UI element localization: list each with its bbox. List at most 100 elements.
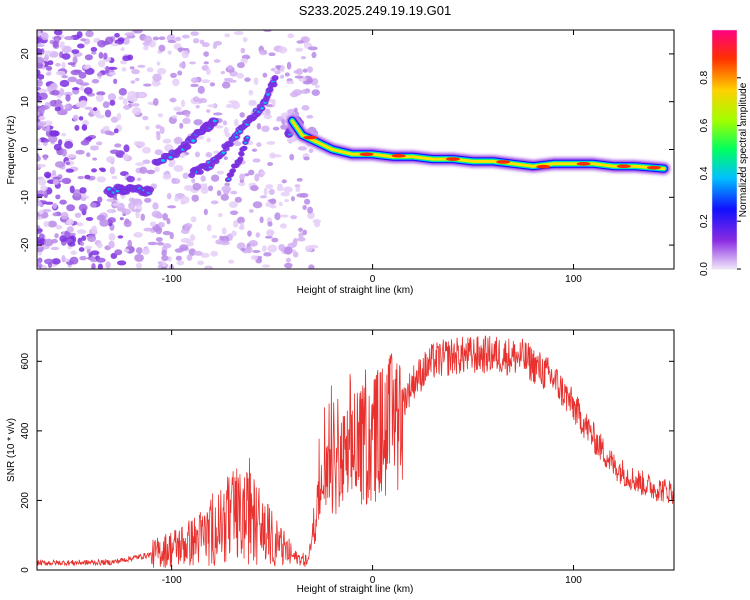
spectrogram-noise-blob [96, 176, 106, 183]
spectrogram-noise-blob [279, 64, 285, 73]
spectrogram-x-label: Height of straight line (km) [297, 285, 414, 296]
spectrogram-noise-blob [302, 68, 308, 73]
spectrogram-noise-blob [54, 161, 65, 168]
spectrogram-y-tick-label: 10 [20, 96, 31, 108]
spectrogram-noise-blob [297, 146, 307, 151]
spectrogram-noise-blob [158, 36, 166, 41]
spectrogram-hotspot [536, 164, 551, 169]
spectrogram-noise-blob [233, 30, 244, 36]
spectrogram-branch-core [266, 93, 270, 96]
spectrogram-noise-blob [51, 258, 61, 265]
spectrogram-noise-blob [173, 106, 182, 112]
spectrogram-y-tick-label: -20 [20, 237, 31, 252]
spectrogram-noise-blob [239, 222, 245, 229]
spectrogram-noise-blob [254, 173, 260, 182]
spectrogram-noise-blob [158, 44, 166, 52]
spectrogram-noise-blob [198, 97, 208, 104]
spectrogram-noise-blob [109, 149, 120, 154]
spectrogram-noise-blob [203, 208, 208, 216]
spectrogram-branch-core [260, 107, 264, 110]
spectrogram-noise-blob [128, 201, 136, 210]
spectrogram-noise-blob [294, 75, 304, 79]
spectrogram-noise-blob [236, 242, 246, 250]
snr-y-label: SNR (10 * v/v) [6, 418, 17, 482]
spectrogram-noise-blob [190, 31, 200, 36]
spectrogram-noise-blob [233, 141, 242, 147]
spectrogram-noise-blob [307, 206, 314, 214]
spectrogram-noise-blob [53, 143, 62, 151]
spectrogram-noise-blob [301, 105, 310, 111]
spectrogram-noise-blob [37, 48, 43, 55]
spectrogram-noise-blob [67, 62, 76, 66]
spectrogram-noise-blob [280, 214, 289, 218]
spectrogram-noise-blob [259, 216, 264, 224]
spectrogram-noise-blob [212, 150, 220, 154]
spectrogram-noise-blob [53, 30, 63, 36]
spectrogram-y-tick-label: 20 [20, 48, 31, 60]
spectrogram-noise-blob [303, 156, 310, 161]
spectrogram-noise-blob [37, 230, 42, 235]
spectrogram-noise-blob [90, 46, 98, 52]
spectrogram-noise-blob [182, 172, 189, 179]
snr-x-label: Height of straight line (km) [297, 584, 414, 595]
spectrogram-noise-blob [74, 212, 82, 218]
spectrogram-noise-blob [59, 41, 65, 50]
spectrogram-noise-blob [79, 241, 85, 247]
spectrogram-noise-blob [96, 214, 106, 221]
spectrogram-noise-blob [242, 37, 248, 43]
spectrogram-noise-blob [256, 257, 262, 261]
spectrogram-noise-blob [248, 101, 257, 107]
spectrogram-noise-blob [302, 204, 307, 210]
spectrogram-noise-blob [201, 42, 210, 48]
spectrogram-noise-blob [108, 233, 116, 241]
snr-y-tick-label: 400 [20, 422, 31, 439]
spectrogram-noise-blob [210, 200, 219, 205]
spectrogram-noise-blob [144, 197, 152, 203]
spectrogram-noise [37, 30, 321, 269]
spectrogram-noise-blob [37, 163, 46, 168]
spectrogram-noise-blob [37, 138, 42, 143]
spectrogram-noise-blob [43, 258, 54, 265]
spectrogram-noise-blob [51, 169, 57, 176]
spectrogram-noise-blob [79, 82, 90, 86]
spectrogram-noise-blob [124, 218, 130, 225]
spectrogram-noise-blob [251, 148, 258, 152]
spectrogram-noise-blob [161, 261, 167, 268]
spectrogram-noise-blob [267, 221, 273, 227]
spectrogram-noise-blob [200, 175, 206, 182]
spectrogram-noise-blob [267, 162, 274, 167]
spectrogram-noise-blob [55, 70, 66, 76]
spectrogram-noise-blob [118, 96, 124, 101]
spectrogram-noise-blob [218, 212, 223, 218]
spectrogram-noise-blob [248, 208, 254, 213]
spectrogram-noise-blob [203, 51, 210, 57]
colorbar-frame [711, 29, 738, 270]
spectrogram-noise-blob [113, 128, 119, 134]
spectrogram-noise-blob [51, 89, 60, 96]
spectrogram-noise-blob [135, 247, 143, 255]
spectrogram-noise-blob [37, 95, 43, 102]
colorbar-gradient [712, 30, 737, 269]
spectrogram-noise-blob [56, 99, 62, 107]
spectrogram-noise-blob [47, 220, 58, 228]
spectrogram-noise-blob [37, 62, 44, 69]
spectrogram-noise-blob [210, 250, 218, 257]
spectrogram-x-tick-label: 100 [565, 274, 582, 285]
spectrogram-branch-core [168, 155, 173, 159]
spectrogram-noise-blob [143, 83, 152, 87]
spectrogram-noise-blob [81, 124, 88, 131]
spectrogram-noise-blob [181, 228, 190, 235]
spectrogram-noise-blob [107, 93, 117, 101]
spectrogram-noise-blob [274, 212, 281, 221]
spectrogram-noise-blob [214, 125, 224, 129]
spectrogram-noise-blob [155, 81, 161, 86]
spectrogram-noise-blob [275, 65, 281, 69]
spectrogram-hotspot [391, 153, 406, 158]
spectrogram-noise-blob [105, 65, 110, 74]
spectrogram-noise-blob [66, 204, 76, 212]
spectrogram-noise-blob [191, 177, 196, 184]
spectrogram-noise-blob [69, 256, 79, 265]
spectrogram-noise-blob [263, 113, 273, 120]
spectrogram-noise-blob [248, 169, 255, 176]
spectrogram-noise-blob [171, 178, 181, 185]
